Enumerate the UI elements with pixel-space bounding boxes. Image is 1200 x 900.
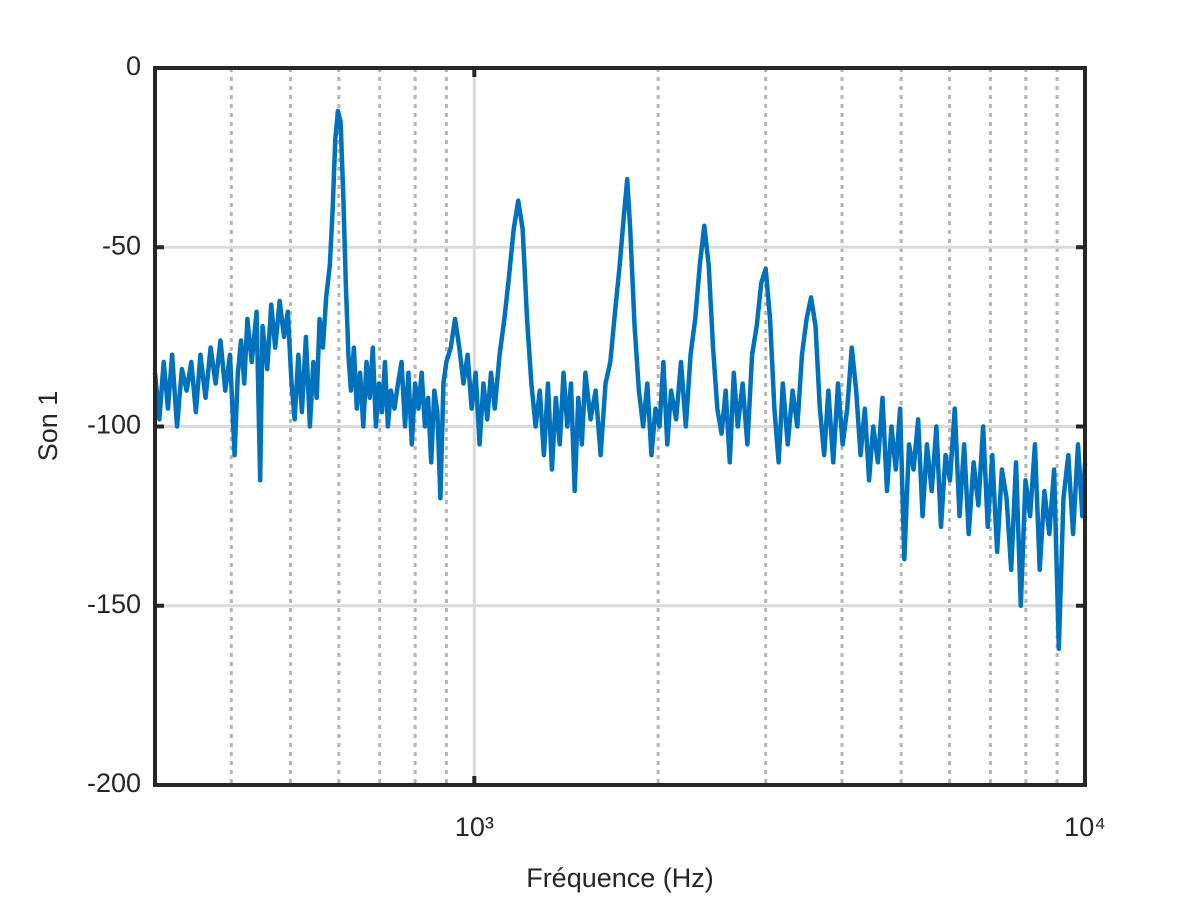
y-tick-label: -100 xyxy=(87,410,141,440)
spectrum-line xyxy=(152,108,1088,652)
x-tick-label: 10⁴ xyxy=(1064,812,1106,842)
y-tick-label: -150 xyxy=(87,589,141,619)
plot-frame xyxy=(153,66,1087,787)
x-tick-label: 10³ xyxy=(455,812,494,842)
y-tick-label: -200 xyxy=(87,768,141,798)
y-tick-label: 0 xyxy=(126,51,141,81)
y-tick-label: -50 xyxy=(102,230,141,260)
y-axis-label: Son 1 xyxy=(33,391,63,462)
x-axis-label: Fréquence (Hz) xyxy=(526,863,714,893)
